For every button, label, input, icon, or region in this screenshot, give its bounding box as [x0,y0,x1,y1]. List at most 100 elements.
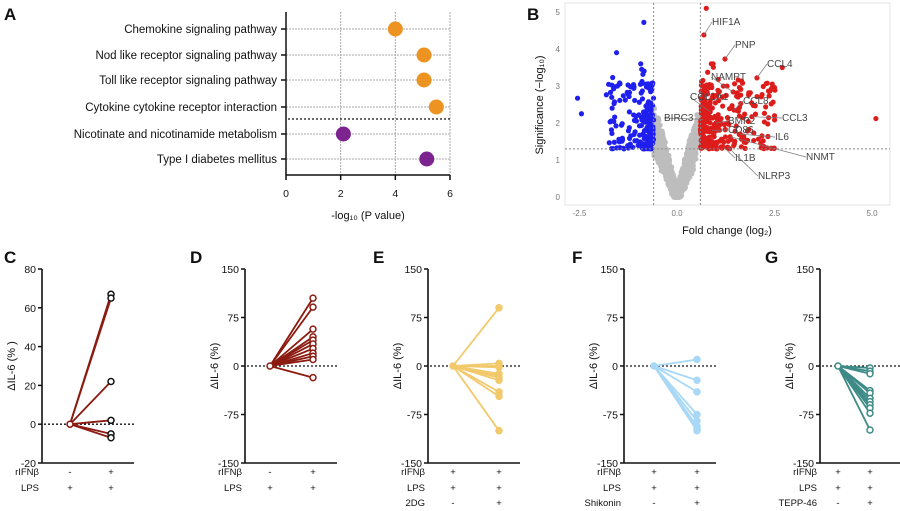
treated-point [107,416,115,425]
gene-point [647,138,653,144]
gene-label: NLRP3 [758,171,791,182]
gene-point [676,193,682,199]
treated-point [309,303,317,311]
gene-point [763,104,769,110]
gene-point [609,130,615,137]
treated-point [693,355,701,364]
plot-frame [564,2,891,206]
gene-point [648,118,654,124]
gene-point [703,87,709,94]
gene-point [707,84,713,90]
gene-point [754,93,760,100]
gene-point [700,83,706,89]
label-leader-line [722,146,736,159]
gene-point [657,159,663,165]
y-tick-label: -150 [218,458,239,470]
paired-line [837,365,871,414]
gene-point [698,88,704,94]
gene-point [771,117,778,123]
baseline-point [650,362,658,370]
gene-point [725,138,731,144]
paired-line [269,328,314,367]
condition-mark: + [310,467,316,478]
panel-label-b: B [527,5,539,24]
condition-mark: + [67,483,73,494]
y-axis-label: ΔIL-6 (%) [588,343,600,389]
condition-mark: + [450,467,456,478]
gene-point [621,146,627,152]
y-axis-label: ΔIL-6 (%) [392,343,404,389]
gene-point [665,155,671,161]
condition-label: LPS [407,483,425,494]
gene-point [643,103,649,109]
paired-line [452,365,500,382]
gene-label: HIF1A [712,17,741,28]
baseline-point [266,362,274,370]
gene-label: NNMT [806,152,835,163]
condition-mark: + [108,483,114,494]
gene-point [649,127,655,133]
gene-point [690,166,697,173]
x-tick-label: 0 [283,188,289,200]
y-tick-label: 60 [24,303,36,315]
gene-point [637,132,643,138]
paired-line [452,365,500,398]
treated-point [107,434,115,442]
gene-point [650,81,656,87]
condition-label: LPS [799,483,817,494]
gene-point [750,102,756,109]
gene-label: CD86 [728,125,754,136]
treated-point [107,377,115,386]
gene-point [645,81,651,87]
y-tick-label: 75 [227,313,239,325]
x-tick-label: 2 [338,188,344,200]
gene-point [683,178,689,184]
gene-label: CCL4 [767,59,793,70]
treated-point [495,426,503,435]
gene-point [715,112,721,118]
gene-point [654,153,660,159]
gene-point [693,146,699,152]
panel-label-a: A [4,5,16,24]
gene-point [625,128,632,134]
gene-point [690,128,697,135]
y-tick-label: 40 [24,342,36,354]
condition-mark: + [867,483,873,494]
y-tick-label: 20 [24,380,36,392]
gene-point [720,103,726,109]
gene-point [707,100,713,106]
gene-point [688,133,694,140]
gene-point [676,179,683,185]
gene-point [705,69,711,75]
y-axis-label: Significance (−log₁₀) [534,55,546,154]
gene-point [746,90,752,96]
gene-point [639,66,645,72]
condition-label: rIFNβ [218,467,242,478]
y-tick-label: 0 [233,361,239,373]
label-leader-line [710,76,734,93]
condition-mark: + [694,467,700,478]
gene-point [719,94,726,100]
gene-point [631,84,637,90]
paired-chart-d: 150 75 0 -75 -150 ΔIL-6 (%) rIFNβ - + LPS + + [209,264,337,494]
data-point [419,151,435,167]
treated-point [107,294,115,302]
gene-point [655,137,662,143]
gene-point [726,121,732,127]
y-tick-label: 2 [556,119,561,128]
gene-point [641,135,647,142]
label-leader-line [724,44,736,60]
gene-point [636,123,643,129]
gene-label: COL1A1 [690,92,729,103]
gene-point [704,114,711,120]
gene-point [670,171,676,178]
gene-point [680,165,687,171]
gene-point [671,176,677,182]
treated-point [693,410,701,419]
y-tick-label: -150 [597,458,618,470]
gene-point [710,93,717,99]
x-axis-label: Fold change (log₂) [682,225,772,237]
x-tick-label: -2.5 [573,209,587,218]
condition-mark: + [496,483,502,494]
